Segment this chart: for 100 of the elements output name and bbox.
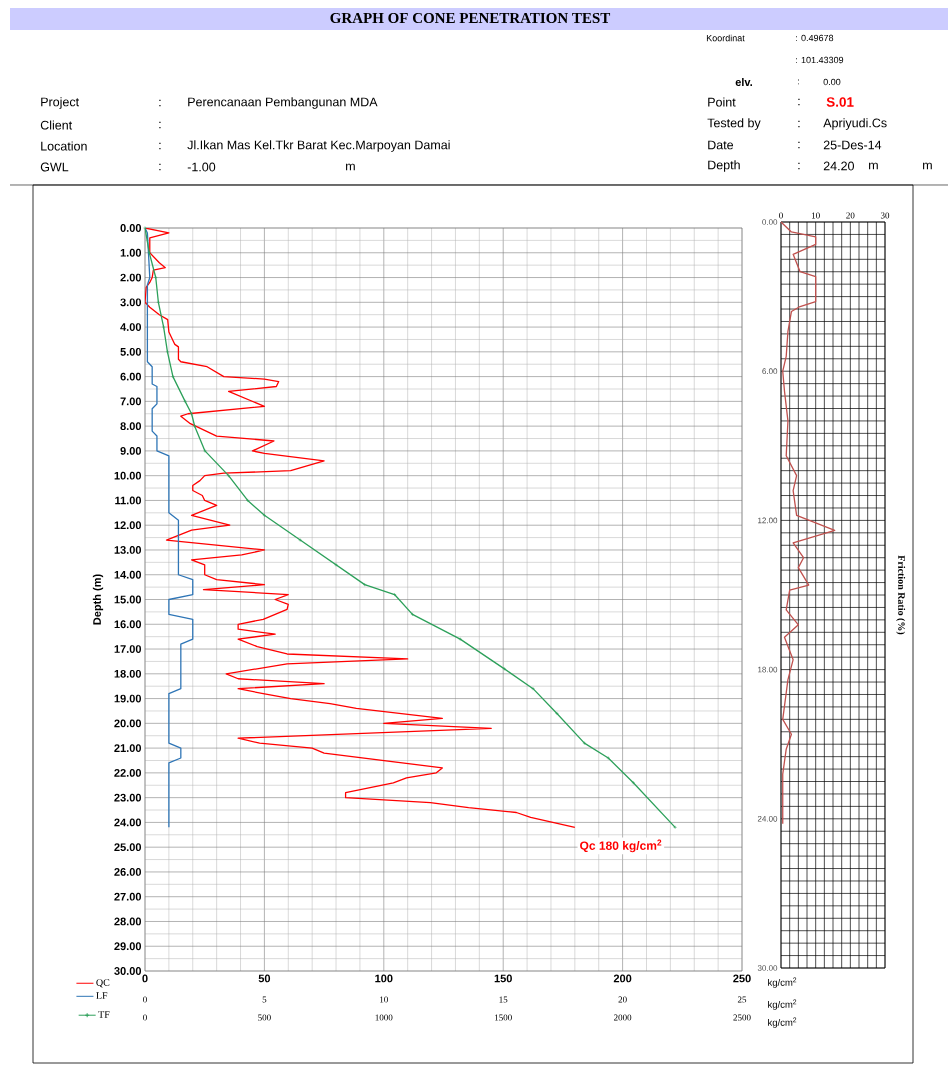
point (183, 399, 187, 404)
text: Client (40, 120, 73, 130)
text: Friction Ratio (%) (896, 555, 906, 635)
x2-tick-label: 15 (499, 996, 508, 1003)
y-tick-label: 14.00 (114, 570, 142, 579)
y-tick-label: 6.00 (120, 372, 142, 381)
text: elv. (735, 77, 752, 87)
y-tick-label: 23.00 (114, 793, 142, 802)
legend-label: QC (96, 979, 110, 988)
text: GWL (40, 162, 69, 172)
y-tick-label: 30.00 (114, 967, 142, 975)
text: -1.00 (187, 162, 216, 172)
point (410, 612, 415, 617)
x2-tick-label: 0 (143, 996, 147, 1003)
y-tick-label: 30.00 (757, 965, 778, 971)
y-tick-label: 2.00 (120, 273, 142, 282)
x-axis-title: kg/cm$^{2}$ (768, 977, 797, 988)
text: : (159, 142, 161, 150)
y-tick-label: 12.00 (758, 517, 778, 524)
y-tick-label: 0.00 (120, 224, 142, 232)
point (192, 424, 197, 428)
text: m (923, 162, 932, 170)
text: : 0.49678 (796, 34, 834, 42)
text: : (798, 141, 800, 149)
text: Koordinat (706, 34, 745, 42)
x2-axis-title: kg/cm$^{2}$ (768, 999, 797, 1010)
point (226, 473, 231, 478)
y-tick-label: 4.00 (120, 323, 142, 331)
x-tick-label: 1500 (495, 1014, 512, 1021)
x-tick-label: 0 (779, 212, 783, 219)
x2-tick-label: 20 (618, 996, 627, 1003)
text: : (159, 99, 161, 107)
y-tick-label: 19.00 (114, 694, 142, 703)
chart-title: GRAPH OF CONE PENETRATION TEST (330, 12, 611, 24)
text: : (798, 162, 800, 170)
y-tick-label: 10.00 (114, 471, 142, 480)
y-tick-label: 25.00 (114, 843, 142, 852)
x-tick-label: 10 (811, 212, 820, 219)
y-tick-label: 16.00 (114, 620, 142, 629)
text: Date (708, 140, 734, 150)
x-tick-label: 100 (375, 974, 393, 983)
x-axis-title: kg/cm$^{2}$ (768, 1017, 797, 1028)
y-tick-label: 21.00 (114, 744, 142, 752)
x2-tick-label: 25 (737, 996, 747, 1003)
point (147, 250, 152, 255)
x-tick-label: 150 (494, 974, 512, 983)
y-tick-label: 12.00 (114, 521, 142, 530)
y-tick-label: 11.00 (115, 496, 142, 505)
x-tick-label: 1000 (375, 1014, 393, 1021)
x-tick-label: 50 (258, 974, 271, 983)
point (458, 637, 463, 641)
y-tick-label: 5.00 (120, 347, 142, 356)
y-tick-label: 29.00 (114, 942, 142, 951)
text: Depth (708, 160, 740, 172)
legend-label: TF (98, 1011, 110, 1018)
y-tick-label: 18.00 (758, 666, 778, 673)
x-tick-label: 0 (143, 1014, 147, 1021)
y-tick-label: 17.00 (114, 645, 142, 653)
y-tick-label: 0.00 (762, 219, 778, 225)
x-tick-label: 30 (880, 212, 890, 219)
point (298, 538, 303, 542)
text: : (159, 163, 161, 171)
y-axis-title: Depth (m) (92, 574, 104, 625)
text: 24.20 (823, 161, 854, 171)
line-series (780, 221, 836, 825)
point (161, 325, 166, 329)
text: 25-Des-14 (823, 140, 882, 150)
x-tick-label: 2000 (613, 1014, 632, 1021)
point (262, 513, 267, 518)
x-tick-label: 2500 (733, 1014, 751, 1021)
point (203, 449, 207, 453)
point (362, 582, 367, 587)
y-tick-label: 24.00 (114, 818, 142, 827)
text: Apriyudi.Cs (823, 118, 887, 130)
y-tick-label: 15.00 (114, 595, 142, 604)
text: m (346, 163, 355, 171)
point (153, 275, 158, 280)
point (555, 711, 559, 716)
point (334, 562, 338, 567)
annotation: Qc 180 kg/cm$^{2}$ (580, 839, 662, 853)
y-tick-label: 28.00 (114, 917, 142, 926)
x2-tick-label: 10 (380, 996, 388, 1003)
y-tick-label: 24.00 (757, 815, 778, 822)
text: 0.00 (823, 78, 841, 86)
y-tick-label: 20.00 (114, 719, 142, 728)
text: Jl.Ikan Mas Kel.Tkr Barat Kec.Marpoyan Damai (187, 140, 450, 152)
text: Tested by (707, 118, 761, 130)
point (189, 411, 194, 416)
text: Location (41, 141, 87, 151)
text: : (798, 120, 800, 128)
text: : (798, 79, 799, 85)
text: m (869, 162, 878, 170)
text: : 101.43309 (796, 56, 844, 64)
y-tick-label: 9.00 (120, 447, 142, 455)
point (245, 498, 250, 503)
point (606, 756, 611, 760)
point (165, 349, 170, 354)
text: Perencanaan Pembangunan MDA (188, 97, 378, 109)
x-tick-label: 500 (258, 1014, 271, 1021)
point (631, 780, 636, 785)
